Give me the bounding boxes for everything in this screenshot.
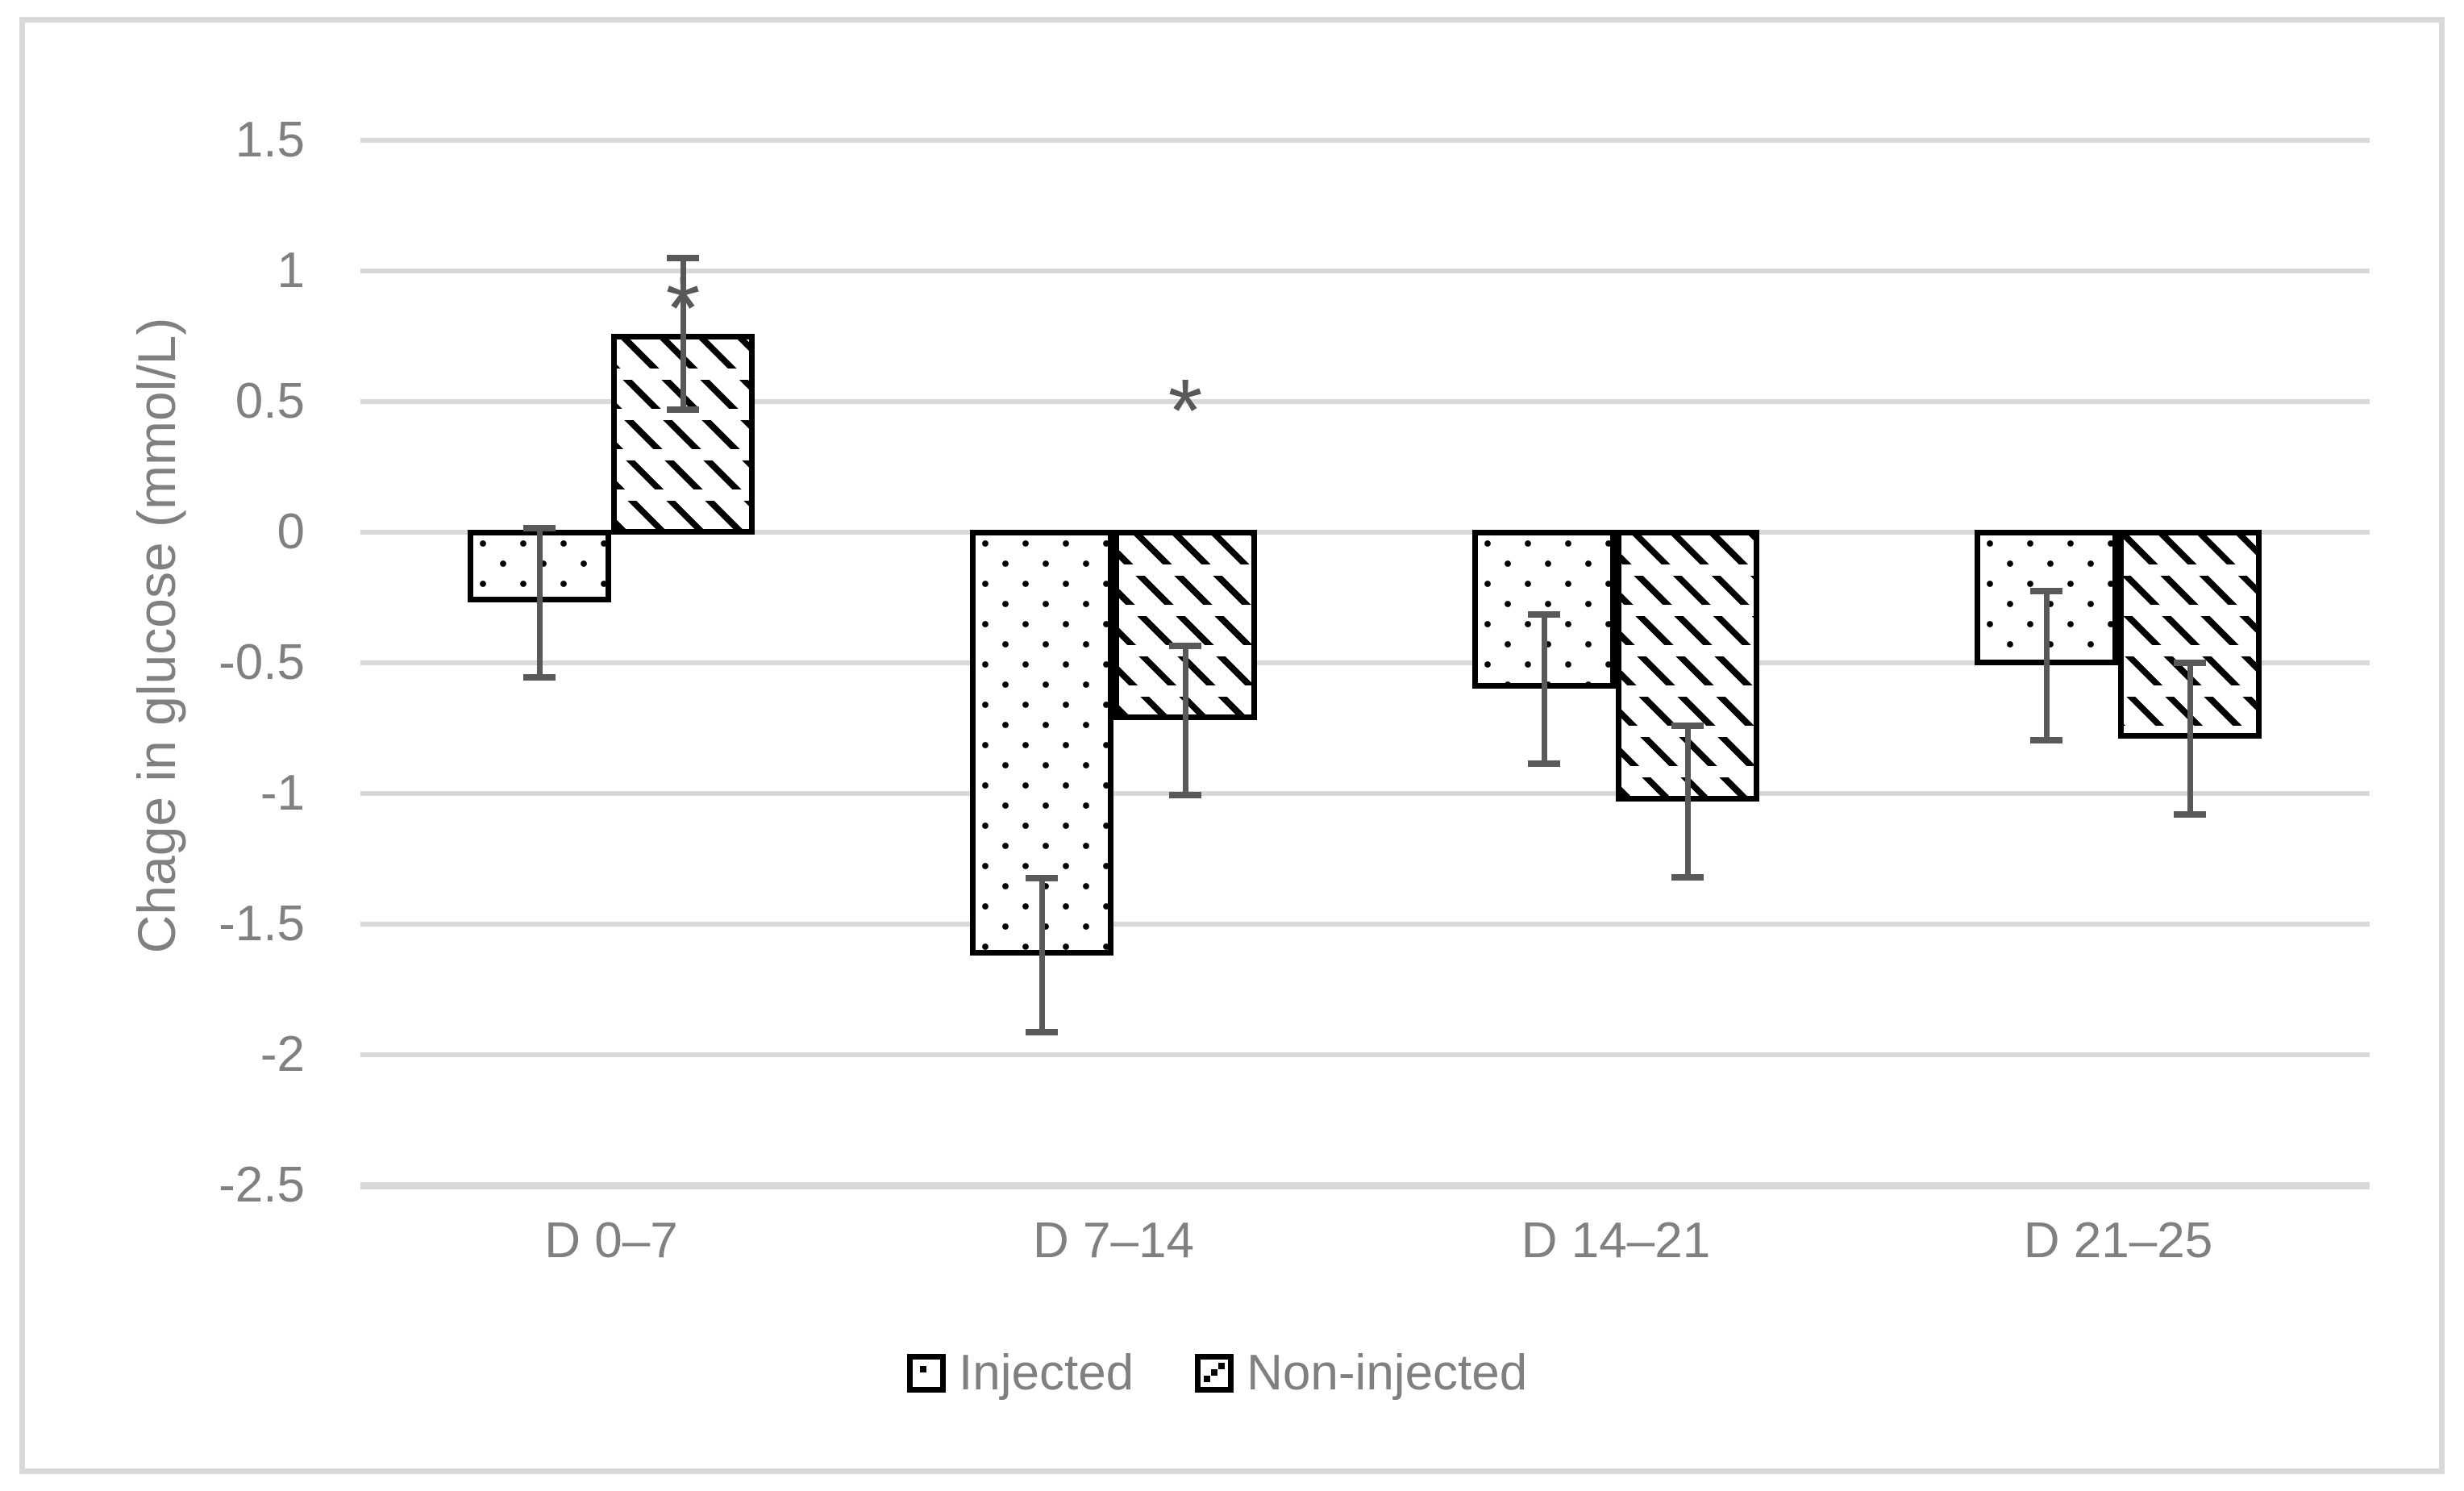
error-bar-cap (1169, 642, 1201, 649)
legend-swatch-diagonal-dashes (1195, 1354, 1234, 1393)
gridline (360, 138, 2370, 143)
error-bar-cap (523, 673, 556, 681)
error-bar-cap (667, 406, 699, 413)
error-bar-cap (523, 525, 556, 532)
gridline (360, 530, 2370, 535)
y-tick-label: -1 (260, 765, 305, 821)
x-category-label: D 21–25 (2023, 1213, 2213, 1268)
figure-border (19, 17, 2445, 1474)
error-bar-cap (1026, 1029, 1058, 1036)
error-bar-cap (1528, 611, 1560, 618)
gridline (360, 1052, 2370, 1057)
error-bar (2043, 590, 2050, 740)
error-bar (1541, 614, 1547, 764)
error-bar (536, 528, 543, 677)
swatch-dash-pixel (1218, 1363, 1226, 1369)
significance-asterisk: * (665, 259, 701, 359)
significance-asterisk: * (1167, 360, 1203, 460)
error-bar-cap (1671, 873, 1704, 881)
error-bar-cap (1528, 760, 1560, 767)
error-bar-cap (667, 254, 699, 261)
error-bar-cap (1026, 875, 1058, 882)
x-category-label: D 7–14 (1033, 1213, 1194, 1268)
y-tick-label: -1.5 (219, 896, 305, 952)
error-bar (1038, 878, 1045, 1033)
y-axis-title: Chage in glucose (mmol/L) (127, 317, 186, 954)
y-tick-label: 1.5 (235, 112, 305, 168)
error-bar-cap (2030, 587, 2062, 594)
error-bar-cap (1671, 722, 1704, 729)
x-category-label: D 14–21 (1521, 1213, 1711, 1268)
legend: Injected Non-injected (907, 1348, 1527, 1398)
x-axis-line (360, 1181, 2370, 1189)
legend-entry-non-injected: Non-injected (1195, 1348, 1527, 1398)
legend-entry-injected: Injected (907, 1348, 1134, 1398)
bar-injected-2 (970, 529, 1113, 956)
swatch-dot (920, 1366, 926, 1372)
gridline (360, 399, 2370, 404)
error-bar-cap (2174, 660, 2206, 666)
x-category-label: D 0–7 (544, 1213, 678, 1268)
error-bar (2187, 663, 2193, 814)
y-tick-label: 0 (277, 504, 305, 560)
error-bar (1182, 645, 1188, 795)
error-bar (680, 257, 686, 410)
y-tick-label: 1 (277, 243, 305, 298)
error-bar-cap (2174, 810, 2206, 818)
error-bar (1684, 725, 1691, 877)
swatch-dash-pixel (1204, 1376, 1211, 1382)
gridline (360, 922, 2370, 927)
error-bar-cap (2030, 736, 2062, 743)
swatch-dash-pixel (1211, 1369, 1218, 1376)
gridline (360, 269, 2370, 273)
legend-label: Injected (959, 1345, 1134, 1401)
gridline (360, 660, 2370, 665)
y-tick-label: -0.5 (219, 635, 305, 690)
y-tick-label: -2.5 (219, 1157, 305, 1213)
y-tick-label: -2 (260, 1027, 305, 1082)
error-bar-cap (1169, 791, 1201, 798)
y-tick-label: 0.5 (235, 373, 305, 429)
gridline (360, 791, 2370, 796)
legend-label: Non-injected (1247, 1345, 1528, 1401)
legend-swatch-dots (907, 1354, 946, 1393)
